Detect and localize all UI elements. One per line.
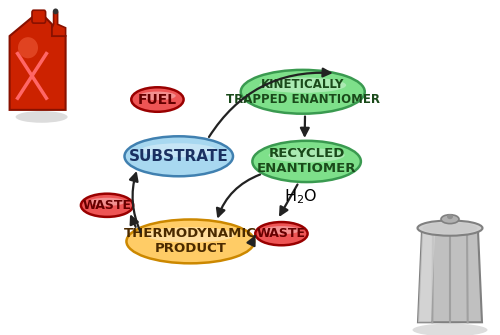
Ellipse shape — [16, 111, 68, 123]
Text: WASTE: WASTE — [257, 227, 306, 240]
Ellipse shape — [124, 136, 233, 176]
Ellipse shape — [241, 70, 365, 114]
Ellipse shape — [141, 143, 216, 157]
Ellipse shape — [422, 222, 478, 234]
Ellipse shape — [139, 91, 175, 100]
Ellipse shape — [252, 141, 361, 182]
FancyBboxPatch shape — [32, 10, 46, 23]
Ellipse shape — [81, 194, 133, 217]
Ellipse shape — [146, 227, 235, 243]
Polygon shape — [10, 16, 66, 110]
Polygon shape — [52, 12, 66, 36]
Ellipse shape — [268, 148, 344, 162]
Ellipse shape — [53, 8, 59, 14]
Ellipse shape — [126, 219, 254, 263]
Ellipse shape — [441, 215, 459, 224]
Text: H$_2$O: H$_2$O — [284, 187, 318, 206]
Text: SUBSTRATE: SUBSTRATE — [129, 149, 228, 164]
Polygon shape — [418, 230, 482, 322]
Text: THERMODYNAMIC
PRODUCT: THERMODYNAMIC PRODUCT — [124, 227, 257, 255]
Ellipse shape — [256, 222, 308, 245]
Polygon shape — [418, 230, 435, 322]
Ellipse shape — [418, 220, 482, 236]
Ellipse shape — [412, 324, 488, 335]
Ellipse shape — [447, 214, 453, 219]
Text: FUEL: FUEL — [138, 92, 177, 107]
Ellipse shape — [132, 87, 184, 112]
Ellipse shape — [260, 77, 346, 93]
Text: KINETICALLY
TRAPPED ENANTIOMER: KINETICALLY TRAPPED ENANTIOMER — [226, 78, 380, 106]
Ellipse shape — [263, 226, 300, 234]
Text: WASTE: WASTE — [82, 199, 132, 212]
Ellipse shape — [18, 37, 38, 58]
Ellipse shape — [89, 198, 126, 206]
Text: RECYCLED
ENANTIOMER: RECYCLED ENANTIOMER — [257, 147, 356, 176]
